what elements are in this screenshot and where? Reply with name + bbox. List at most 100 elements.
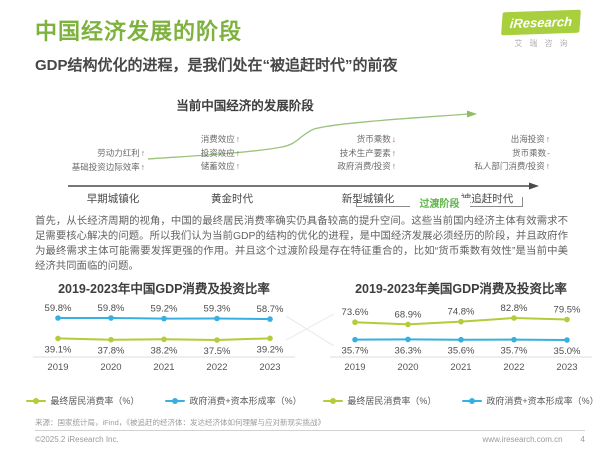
factor-text: 出海投资	[510, 134, 545, 144]
value-label: 37.8%	[98, 346, 125, 357]
factor-text: 私人部门消费/投资	[474, 161, 545, 171]
data-point	[267, 316, 273, 322]
footer-bar: ©2025.2 iResearch Inc. www.iresearch.com…	[35, 435, 585, 444]
year-label: 2021	[153, 362, 174, 373]
stage-label-3: 新型城镇化	[341, 193, 395, 205]
value-label: 58.7%	[257, 304, 284, 315]
copyright-text: ©2025.2 iResearch Inc.	[35, 435, 119, 444]
factor-text: 货币乘数	[356, 134, 391, 144]
iresearch-logo: iResearch 艾瑞咨询	[501, 9, 581, 49]
factor-text: 货币乘数	[512, 147, 547, 158]
value-label: 73.6%	[342, 307, 369, 318]
axis-arrowhead-icon	[529, 182, 539, 190]
factor-text: 政府消费/投资	[337, 161, 391, 171]
data-point	[55, 335, 61, 342]
data-point	[405, 336, 411, 343]
value-label: 74.8%	[448, 307, 475, 318]
value-label: 59.8%	[98, 303, 125, 314]
factor-label: 投资效应↑	[155, 147, 240, 161]
trend-arrow-icon: -	[547, 147, 550, 158]
factor-text: 基础投资边际效率	[71, 161, 140, 172]
value-label: 35.0%	[554, 346, 581, 357]
year-label: 2021	[450, 362, 471, 373]
trend-arrow-icon: ↓	[391, 134, 396, 144]
data-point	[161, 315, 167, 322]
year-label: 2020	[397, 362, 418, 373]
legend-line-dot-icon	[26, 397, 47, 404]
trend-arrow-icon: ↑	[391, 147, 396, 158]
year-label: 2022	[503, 362, 524, 373]
value-label: 39.2%	[257, 344, 284, 355]
trend-arrow-icon: ↑	[140, 161, 145, 172]
factor-label: 货币乘数-	[430, 147, 550, 161]
china-chart-plot: 2019 2020 2021 2022 2023 59.8% 59.8% 59.2% 59.3%…	[33, 303, 295, 373]
legend-item: 政府消费+资本形成率（%）	[462, 394, 599, 407]
data-point	[352, 319, 358, 326]
legend-item: 最终居民消费率（%）	[26, 394, 139, 407]
factor-label: 储蓄效应↑	[155, 160, 240, 174]
growth-curve-chart	[68, 110, 539, 190]
factor-text: 投资效应	[200, 147, 235, 158]
value-label: 36.3%	[395, 345, 422, 356]
data-point	[458, 336, 464, 343]
chart-connector-lines	[286, 313, 334, 347]
data-point	[267, 335, 273, 342]
factor-group-4: 出海投资↑ 货币乘数- 私人部门消费/投资↑	[430, 133, 550, 174]
website-link[interactable]: www.iresearch.com.cn	[482, 435, 563, 444]
data-point	[214, 315, 220, 322]
trend-arrow-icon: ↑	[391, 161, 396, 171]
factor-label: 技术生产要素↑	[280, 147, 396, 161]
stage-label-2: 黄金时代	[211, 193, 253, 205]
value-label: 37.5%	[204, 346, 231, 357]
footer-divider	[35, 430, 585, 431]
factor-label: 货币乘数↓	[280, 133, 396, 147]
factor-text: 消费效应	[200, 134, 235, 144]
factor-label: 出海投资↑	[430, 133, 550, 147]
factor-label: 消费效应↑	[155, 133, 240, 147]
value-label: 79.5%	[554, 305, 581, 316]
trend-arrow-icon: ↑	[235, 134, 240, 144]
value-label: 35.7%	[501, 346, 528, 357]
transition-stage-label: 过渡阶段	[409, 198, 470, 212]
legend-label: 最终居民消费率（%）	[347, 396, 437, 406]
factor-group-2: 消费效应↑ 投资效应↑ 储蓄效应↑	[155, 133, 240, 174]
china-gdp-chart: 2019-2023年中国GDP消费及投资比率 2019 2020 2021 2022 2…	[26, 278, 302, 407]
iresearch-logo-box: iResearch	[501, 9, 581, 36]
factor-label: 劳动力红利↑	[40, 147, 145, 161]
data-point	[108, 336, 114, 343]
transition-bracket: 过渡阶段	[356, 197, 523, 212]
value-label: 82.8%	[501, 303, 528, 314]
source-note: 来源：国家统计局，iFind，《被追赶的经济体：发达经济体如何理解与应对新现实挑…	[35, 418, 326, 427]
iresearch-logo-subtext: 艾瑞咨询	[514, 39, 575, 48]
year-label: 2023	[259, 362, 280, 373]
year-label: 2023	[556, 362, 577, 373]
us-chart-legend: 最终居民消费率（%） 政府消费+资本形成率（%）	[323, 394, 599, 407]
year-label: 2022	[206, 362, 227, 373]
year-label: 2019	[47, 362, 68, 373]
legend-item: 政府消费+资本形成率（%）	[165, 394, 302, 407]
trend-arrow-icon: ↑	[235, 147, 240, 158]
value-label: 35.7%	[342, 346, 369, 357]
factor-label: 政府消费/投资↑	[280, 160, 396, 174]
china-chart-legend: 最终居民消费率（%） 政府消费+资本形成率（%）	[26, 394, 302, 407]
factor-text: 储蓄效应	[200, 161, 235, 171]
factor-label: 私人部门消费/投资↑	[430, 160, 550, 174]
value-label: 59.2%	[151, 304, 178, 315]
trend-arrow-icon: ↑	[545, 134, 550, 144]
legend-label: 政府消费+资本形成率（%）	[486, 396, 599, 406]
value-label: 59.8%	[45, 303, 72, 314]
growth-curve	[147, 113, 469, 160]
data-point	[161, 336, 167, 343]
data-point	[352, 336, 358, 343]
trend-arrow-icon: ↑	[545, 161, 550, 171]
legend-line-dot-icon	[165, 397, 186, 404]
data-point	[55, 315, 61, 321]
legend-line-dot-icon	[323, 397, 344, 404]
page-title: 中国经济发展的阶段	[35, 19, 243, 44]
data-point	[108, 315, 114, 321]
diagram-title: 当前中国经济的发展阶段	[176, 99, 314, 113]
factor-label: 基础投资边际效率↑	[40, 161, 145, 175]
legend-item: 最终居民消费率（%）	[323, 394, 436, 407]
development-stage-diagram: 当前中国经济的发展阶段 劳动力红利↑ 基础投资边际效率↑ 消费效应↑ 投资效应↑ 储蓄效…	[0, 95, 600, 215]
us-gdp-chart: 2019-2023年美国GDP消费及投资比率 2019 2020 2021 2022 2…	[323, 278, 599, 407]
